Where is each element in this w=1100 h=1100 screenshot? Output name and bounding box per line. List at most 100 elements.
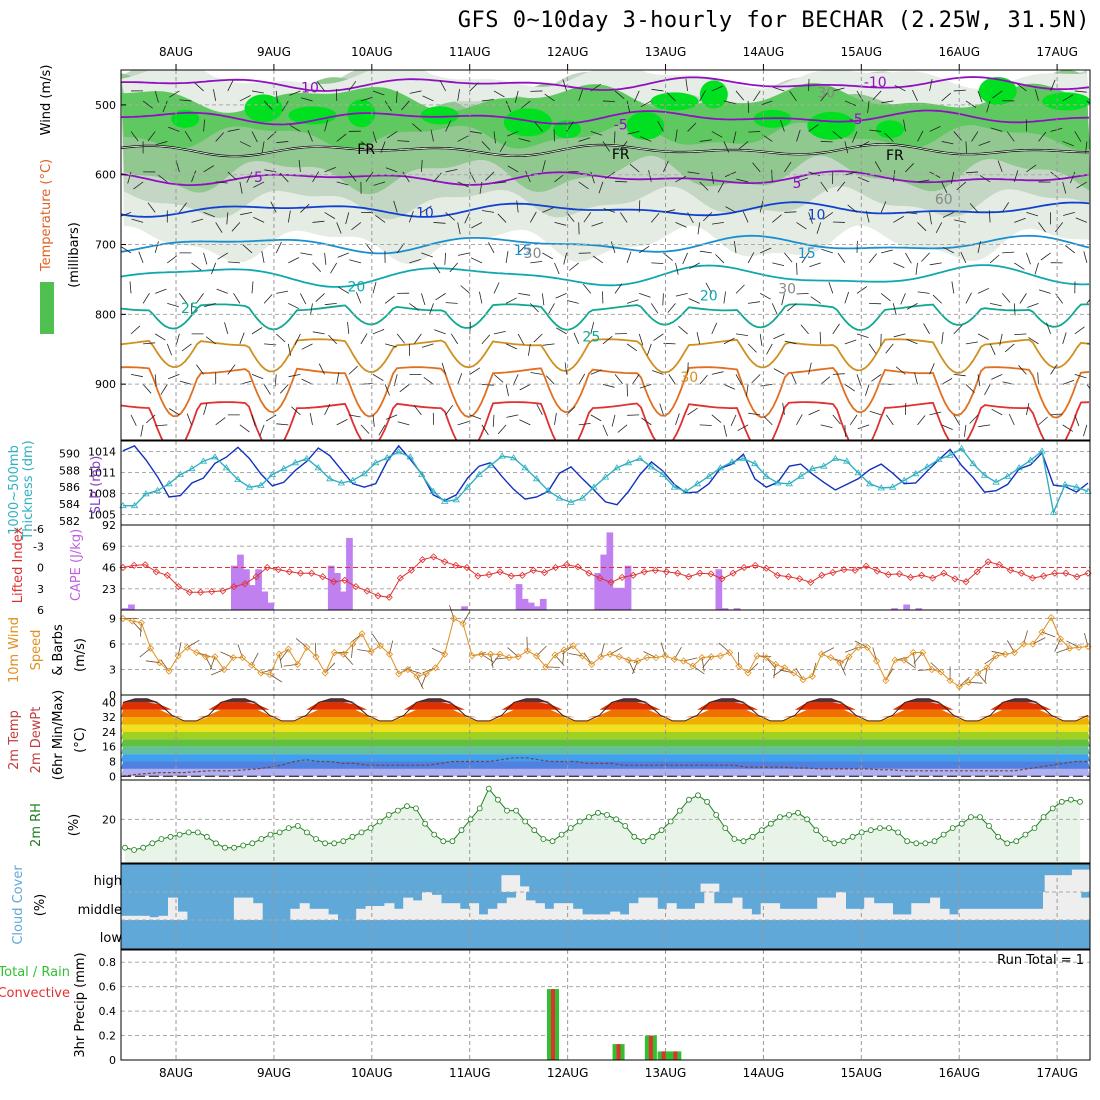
wind-speed-point: [937, 668, 945, 676]
rh-saturated-blob: [171, 109, 200, 128]
rh-point: [767, 820, 774, 827]
rh-point: [504, 807, 510, 814]
upper-wind-barb: [657, 120, 664, 132]
rh-point: [558, 831, 565, 838]
upper-wind-barb: [752, 162, 761, 173]
wind-speed-point: [137, 619, 145, 627]
wind-speed-point: [349, 640, 357, 648]
upper-wind-barb: [602, 141, 610, 152]
upper-wind-barb: [121, 212, 132, 217]
upper-y-tick-label: 900: [95, 378, 116, 391]
rh-point: [986, 823, 992, 829]
cloud-cover-bar: [459, 908, 470, 920]
wind-speed-point: [624, 656, 633, 664]
rh-point: [376, 818, 383, 825]
upper-wind-barb: [336, 133, 347, 142]
upper-wind-barb: [435, 293, 446, 301]
lifted-index-point: [618, 573, 626, 581]
upper-wind-barb: [378, 424, 386, 436]
upper-wind-barb: [469, 82, 479, 92]
upper-wind-barb: [844, 424, 846, 437]
upper-wind-barb: [687, 362, 689, 375]
wind-speed-point: [716, 652, 724, 660]
upper-wind-barb: [457, 89, 460, 102]
upper-wind-barb: [784, 161, 792, 173]
upper-wind-barb: [372, 90, 385, 96]
upper-air-panel: -10 -10 -5 -5 FR FR FR 5 5 10 10 15 15 20 20 25 25 30 30 30…: [39, 65, 1091, 441]
cloud-cover-bar: [854, 908, 865, 920]
rh-point: [631, 833, 638, 840]
upper-wind-barb: [602, 100, 615, 102]
wind-axis-label-1: 10m Wind: [7, 617, 22, 683]
upper-wind-barb: [301, 343, 313, 350]
upper-wind-barb: [554, 222, 567, 226]
upper-wind-barb: [1002, 251, 1015, 254]
upper-wind-barb: [497, 213, 507, 223]
cloud-cover-bar: [487, 908, 498, 920]
slp-tick-label: 1005: [88, 509, 116, 522]
upper-wind-barb: [820, 376, 831, 385]
upper-wind-barb: [457, 222, 461, 235]
rh-point: [849, 833, 856, 840]
upper-wind-barb: [548, 303, 555, 314]
rh-point: [840, 838, 847, 845]
upper-wind-barb: [791, 373, 797, 385]
upper-wind-barb: [851, 131, 858, 143]
upper-wind-barb: [1050, 413, 1063, 416]
lifted-index-point: [341, 576, 349, 584]
upper-wind-barb: [900, 293, 906, 305]
temp-line: [122, 698, 1089, 722]
upper-wind-barb: [796, 129, 801, 142]
upper-wind-barb: [470, 257, 483, 264]
lifted-index-point: [441, 558, 449, 566]
lifted-index-point: [474, 572, 482, 580]
upper-wind-barb: [130, 414, 137, 426]
thickness-point: [349, 476, 357, 483]
upper-wind-barb: [239, 95, 251, 102]
temperature-contour: [121, 234, 1090, 255]
upper-wind-barb: [796, 292, 809, 295]
thickness-point: [865, 480, 874, 487]
upper-wind-barb: [246, 171, 253, 183]
upper-wind-barb: [224, 322, 229, 334]
upper-wind-barb: [772, 262, 785, 266]
cloud-cover-bar: [676, 908, 687, 920]
cape-tick-label: 23: [102, 583, 116, 596]
upper-wind-barb: [1074, 373, 1087, 379]
upper-wind-barb: [525, 170, 531, 183]
upper-wind-barb: [534, 121, 543, 132]
upper-wind-barb: [275, 241, 282, 254]
wind-speed-point: [487, 650, 495, 658]
upper-wind-barb: [808, 362, 812, 375]
upper-wind-barb: [905, 252, 912, 264]
upper-wind-barb: [969, 203, 979, 213]
wind-speed-point: [284, 645, 292, 653]
upper-wind-barb: [885, 343, 894, 354]
upper-wind-barb: [738, 141, 749, 150]
upper-wind-barb: [663, 252, 673, 261]
wind-speed-point: [661, 652, 669, 660]
upper-wind-barb: [130, 131, 139, 142]
cloud-cover-bar: [1033, 908, 1044, 920]
rh-point: [213, 840, 219, 847]
upper-wind-barb: [345, 212, 350, 225]
thickness-point: [199, 457, 208, 464]
wind-speed-point: [1029, 640, 1037, 648]
cloud-cover-bar: [986, 908, 997, 920]
cloud-cover-bar: [930, 897, 941, 920]
wind-speed-point: [413, 672, 421, 680]
wind-speed-point: [404, 665, 412, 674]
rh-saturated-blob: [503, 108, 552, 137]
rh-point: [522, 818, 529, 825]
cape-bar: [128, 604, 135, 610]
upper-wind-barb: [147, 131, 156, 142]
upper-wind-barb: [421, 205, 432, 213]
upper-wind-barb: [969, 414, 979, 424]
slp-tick-label: 1011: [88, 467, 116, 480]
upper-wind-barb: [858, 141, 870, 148]
temperature-contour: [121, 201, 1090, 218]
lifted-index-cape-panel: -3 0 3 6 -6 23 46 69 92 Lifted Index CAPE (J/kg): [11, 519, 1092, 617]
upper-wind-barb: [639, 383, 652, 389]
upper-wind-barb: [154, 241, 159, 254]
lifted-index-point: [995, 561, 1003, 569]
